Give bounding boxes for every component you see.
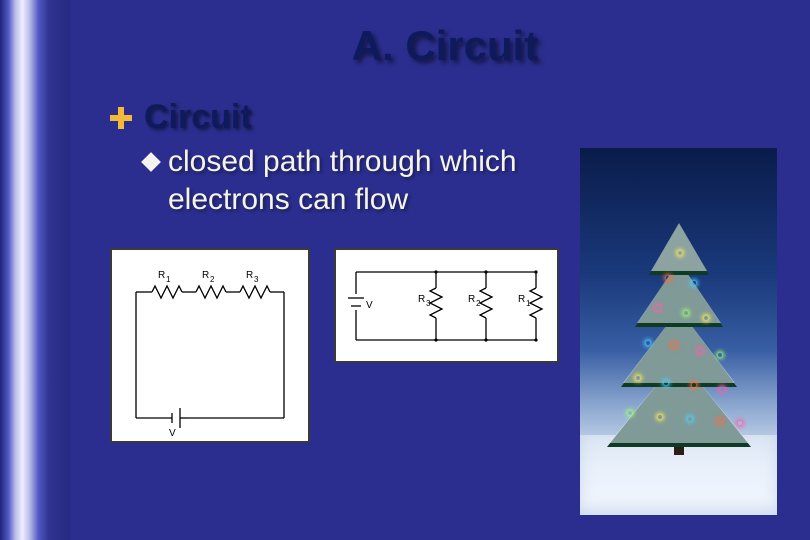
svg-text:R: R — [418, 294, 425, 305]
heading-row: Circuit — [110, 98, 780, 137]
christmas-tree-photo — [577, 145, 780, 518]
svg-text:R: R — [468, 294, 475, 305]
svg-text:3: 3 — [426, 299, 431, 308]
svg-text:1: 1 — [526, 299, 531, 308]
svg-text:2: 2 — [210, 275, 215, 284]
svg-text:1: 1 — [166, 275, 171, 284]
svg-text:3: 3 — [254, 275, 259, 284]
svg-text:R: R — [158, 270, 165, 281]
svg-text:R: R — [518, 294, 525, 305]
slide-title: A. Circuit — [110, 22, 780, 70]
series-circuit-diagram: R1 R2 R3 V — [110, 248, 310, 443]
slide-content: A. Circuit Circuit closed path through w… — [70, 0, 810, 540]
definition-row: closed path through which electrons can … — [144, 143, 574, 218]
svg-text:V: V — [366, 300, 373, 311]
definition-text: closed path through which electrons can … — [168, 143, 574, 218]
heading-text: Circuit — [144, 98, 252, 137]
decorative-side-bar — [0, 0, 70, 540]
svg-text:V: V — [169, 428, 176, 439]
plus-bullet-icon — [110, 107, 132, 129]
svg-text:R: R — [202, 270, 209, 281]
diamond-bullet-icon — [141, 152, 161, 172]
svg-text:R: R — [246, 270, 253, 281]
svg-text:2: 2 — [476, 299, 481, 308]
parallel-circuit-diagram: V R1 R2 R3 — [334, 248, 559, 363]
